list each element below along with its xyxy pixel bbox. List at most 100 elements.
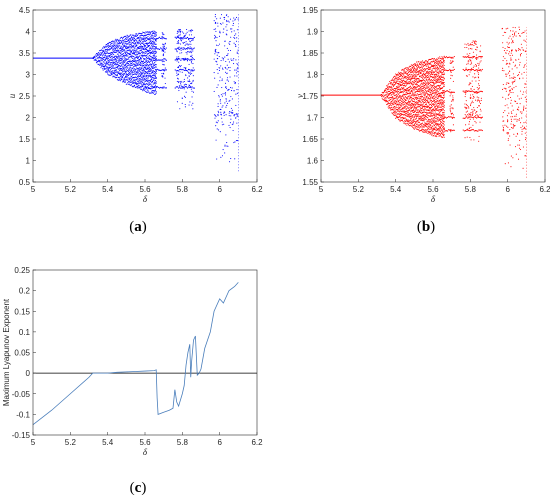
chaotic-point [176, 101, 178, 103]
orbit-point [111, 40, 113, 43]
chaotic-point [452, 108, 454, 110]
orbit-point [410, 113, 412, 115]
panel-a-label-letter: a [134, 219, 142, 235]
orbit-point [396, 86, 398, 88]
orbit-point [133, 51, 135, 53]
orbit-point [145, 80, 147, 82]
orbit-point [99, 64, 101, 66]
chaotic-point [512, 83, 514, 85]
orbit-point [443, 100, 445, 102]
orbit-point [104, 51, 106, 53]
orbit-point [433, 81, 435, 83]
orbit-point [426, 130, 428, 133]
orbit-point [410, 100, 412, 102]
chaotic-point [518, 26, 520, 28]
orbit-point [143, 75, 145, 77]
orbit-point [417, 105, 419, 107]
orbit-point [419, 109, 421, 111]
orbit-point [141, 71, 143, 74]
chaotic-point [180, 39, 182, 41]
orbit-point [149, 79, 151, 81]
orbit-point [132, 52, 134, 54]
orbit-point [134, 51, 136, 53]
orbit-point [439, 135, 441, 137]
orbit-point [429, 119, 431, 121]
orbit-point [433, 85, 436, 87]
periodic-branch-point [186, 87, 189, 89]
orbit-point [439, 89, 441, 91]
orbit-point [123, 54, 125, 56]
orbit-point [415, 113, 417, 115]
periodic-branch-point [155, 47, 157, 49]
orbit-point [385, 92, 387, 94]
chaotic-point [508, 132, 510, 134]
orbit-point [112, 72, 114, 74]
orbit-point [408, 86, 410, 88]
chaotic-point [523, 65, 526, 67]
chaotic-point [176, 80, 178, 82]
orbit-point [423, 109, 425, 111]
orbit-point [124, 61, 126, 63]
chaotic-point [234, 83, 236, 85]
orbit-point [129, 48, 131, 50]
periodic-branch-point [186, 58, 189, 60]
orbit-point [416, 97, 418, 99]
chaotic-point [477, 72, 479, 74]
orbit-point [443, 106, 445, 108]
orbit-point [433, 113, 436, 115]
chaotic-point [182, 59, 184, 61]
orbit-point [386, 87, 388, 90]
chaotic-point [475, 122, 477, 124]
orbit-point [389, 105, 391, 107]
orbit-point [396, 89, 398, 91]
orbit-point [136, 34, 139, 36]
orbit-point [122, 53, 124, 55]
orbit-point [421, 96, 424, 98]
orbit-point [403, 71, 405, 73]
chaotic-point [517, 158, 520, 160]
orbit-point [124, 49, 126, 51]
orbit-point [438, 69, 440, 71]
orbit-point [147, 66, 149, 68]
orbit-point [404, 103, 406, 105]
orbit-point [426, 65, 428, 67]
orbit-point [407, 76, 409, 78]
orbit-point [122, 75, 124, 77]
chaotic-point [222, 149, 224, 151]
orbit-point [434, 88, 436, 91]
orbit-point [114, 45, 116, 47]
chaotic-point [509, 129, 511, 131]
x-tick-label: 6 [217, 185, 222, 194]
orbit-point [138, 84, 140, 86]
orbit-point [397, 116, 399, 118]
orbit-point [145, 37, 147, 40]
orbit-point [443, 96, 445, 98]
orbit-point [433, 110, 436, 112]
orbit-point [122, 56, 124, 58]
orbit-point [394, 84, 396, 86]
orbit-point [128, 58, 130, 60]
chaotic-point [450, 77, 452, 79]
orbit-point [139, 43, 142, 45]
orbit-point [131, 56, 133, 58]
chaotic-point [522, 49, 524, 51]
orbit-point [403, 74, 405, 76]
orbit-point [113, 72, 115, 74]
orbit-point [430, 96, 432, 99]
orbit-point [409, 69, 411, 71]
orbit-point [106, 44, 108, 46]
orbit-point [416, 88, 418, 90]
orbit-point [423, 97, 425, 99]
orbit-point [381, 95, 383, 97]
orbit-point [439, 78, 442, 80]
orbit-point [413, 106, 415, 108]
orbit-point [400, 79, 402, 81]
chaotic-point [236, 52, 238, 54]
orbit-point [119, 65, 121, 67]
orbit-point [111, 63, 113, 65]
orbit-point [153, 79, 155, 81]
orbit-point [116, 75, 118, 77]
orbit-point [419, 116, 421, 118]
orbit-point [151, 43, 153, 45]
chaotic-point [191, 96, 193, 98]
